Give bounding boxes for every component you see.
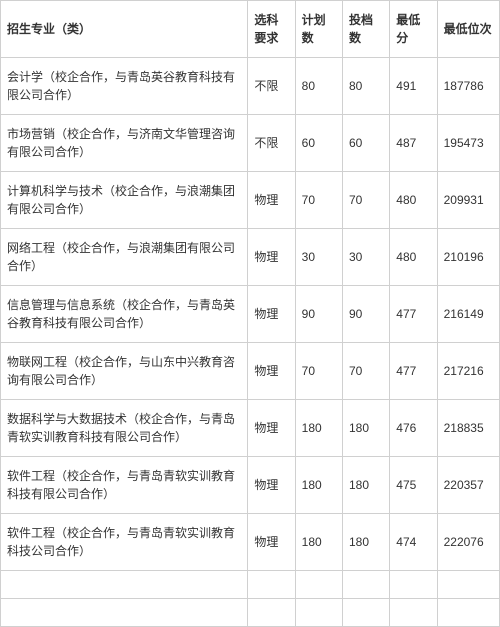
empty-cell	[342, 571, 389, 599]
cell-major: 软件工程（校企合作，与青岛青软实训教育科技公司合作）	[1, 514, 248, 571]
cell-enroll: 80	[342, 58, 389, 115]
cell-req: 物理	[248, 229, 295, 286]
cell-enroll: 180	[342, 514, 389, 571]
table-row: 软件工程（校企合作，与青岛青软实训教育科技公司合作）物理180180474222…	[1, 514, 500, 571]
cell-major: 计算机科学与技术（校企合作，与浪潮集团有限公司合作）	[1, 172, 248, 229]
cell-req: 物理	[248, 457, 295, 514]
cell-enroll: 70	[342, 172, 389, 229]
empty-cell	[248, 599, 295, 627]
cell-rank: 209931	[437, 172, 499, 229]
cell-plan: 60	[295, 115, 342, 172]
cell-rank: 220357	[437, 457, 499, 514]
cell-rank: 218835	[437, 400, 499, 457]
col-req: 选科要求	[248, 1, 295, 58]
col-score: 最低分	[390, 1, 437, 58]
cell-req: 物理	[248, 400, 295, 457]
cell-rank: 222076	[437, 514, 499, 571]
cell-plan: 90	[295, 286, 342, 343]
cell-req: 物理	[248, 286, 295, 343]
cell-score: 477	[390, 343, 437, 400]
cell-enroll: 60	[342, 115, 389, 172]
cell-score: 475	[390, 457, 437, 514]
empty-row	[1, 599, 500, 627]
empty-row	[1, 571, 500, 599]
cell-req: 不限	[248, 115, 295, 172]
empty-cell	[295, 599, 342, 627]
empty-cell	[437, 571, 499, 599]
empty-cell	[1, 599, 248, 627]
cell-major: 信息管理与信息系统（校企合作，与青岛英谷教育科技有限公司合作）	[1, 286, 248, 343]
cell-major: 市场营销（校企合作，与济南文华管理咨询有限公司合作）	[1, 115, 248, 172]
cell-score: 477	[390, 286, 437, 343]
empty-cell	[437, 599, 499, 627]
table-row: 计算机科学与技术（校企合作，与浪潮集团有限公司合作）物理707048020993…	[1, 172, 500, 229]
cell-plan: 180	[295, 457, 342, 514]
cell-req: 物理	[248, 343, 295, 400]
cell-plan: 30	[295, 229, 342, 286]
cell-req: 物理	[248, 514, 295, 571]
cell-rank: 217216	[437, 343, 499, 400]
cell-score: 480	[390, 172, 437, 229]
table-row: 会计学（校企合作，与青岛英谷教育科技有限公司合作）不限8080491187786	[1, 58, 500, 115]
table-row: 信息管理与信息系统（校企合作，与青岛英谷教育科技有限公司合作）物理9090477…	[1, 286, 500, 343]
col-plan: 计划数	[295, 1, 342, 58]
table-row: 软件工程（校企合作，与青岛青软实训教育科技有限公司合作）物理1801804752…	[1, 457, 500, 514]
cell-score: 487	[390, 115, 437, 172]
table-row: 数据科学与大数据技术（校企合作，与青岛青软实训教育科技有限公司合作）物理1801…	[1, 400, 500, 457]
table-row: 物联网工程（校企合作，与山东中兴教育咨询有限公司合作）物理70704772172…	[1, 343, 500, 400]
cell-major: 网络工程（校企合作，与浪潮集团有限公司合作）	[1, 229, 248, 286]
col-major: 招生专业（类）	[1, 1, 248, 58]
cell-req: 物理	[248, 172, 295, 229]
cell-score: 476	[390, 400, 437, 457]
header-row: 招生专业（类） 选科要求 计划数 投档数 最低分 最低位次	[1, 1, 500, 58]
col-rank: 最低位次	[437, 1, 499, 58]
cell-enroll: 180	[342, 457, 389, 514]
cell-rank: 187786	[437, 58, 499, 115]
empty-cell	[342, 599, 389, 627]
empty-cell	[390, 599, 437, 627]
cell-plan: 70	[295, 343, 342, 400]
empty-cell	[248, 571, 295, 599]
cell-plan: 70	[295, 172, 342, 229]
cell-rank: 216149	[437, 286, 499, 343]
cell-major: 物联网工程（校企合作，与山东中兴教育咨询有限公司合作）	[1, 343, 248, 400]
cell-major: 软件工程（校企合作，与青岛青软实训教育科技有限公司合作）	[1, 457, 248, 514]
cell-enroll: 180	[342, 400, 389, 457]
cell-score: 491	[390, 58, 437, 115]
cell-req: 不限	[248, 58, 295, 115]
cell-enroll: 90	[342, 286, 389, 343]
cell-plan: 180	[295, 514, 342, 571]
empty-cell	[390, 571, 437, 599]
cell-major: 数据科学与大数据技术（校企合作，与青岛青软实训教育科技有限公司合作）	[1, 400, 248, 457]
empty-cell	[1, 571, 248, 599]
cell-plan: 180	[295, 400, 342, 457]
cell-rank: 195473	[437, 115, 499, 172]
cell-enroll: 30	[342, 229, 389, 286]
empty-cell	[295, 571, 342, 599]
cell-plan: 80	[295, 58, 342, 115]
col-enroll: 投档数	[342, 1, 389, 58]
admission-table: 招生专业（类） 选科要求 计划数 投档数 最低分 最低位次 会计学（校企合作，与…	[0, 0, 500, 627]
table-row: 市场营销（校企合作，与济南文华管理咨询有限公司合作）不限606048719547…	[1, 115, 500, 172]
cell-enroll: 70	[342, 343, 389, 400]
cell-score: 474	[390, 514, 437, 571]
cell-major: 会计学（校企合作，与青岛英谷教育科技有限公司合作）	[1, 58, 248, 115]
cell-rank: 210196	[437, 229, 499, 286]
cell-score: 480	[390, 229, 437, 286]
table-row: 网络工程（校企合作，与浪潮集团有限公司合作）物理3030480210196	[1, 229, 500, 286]
